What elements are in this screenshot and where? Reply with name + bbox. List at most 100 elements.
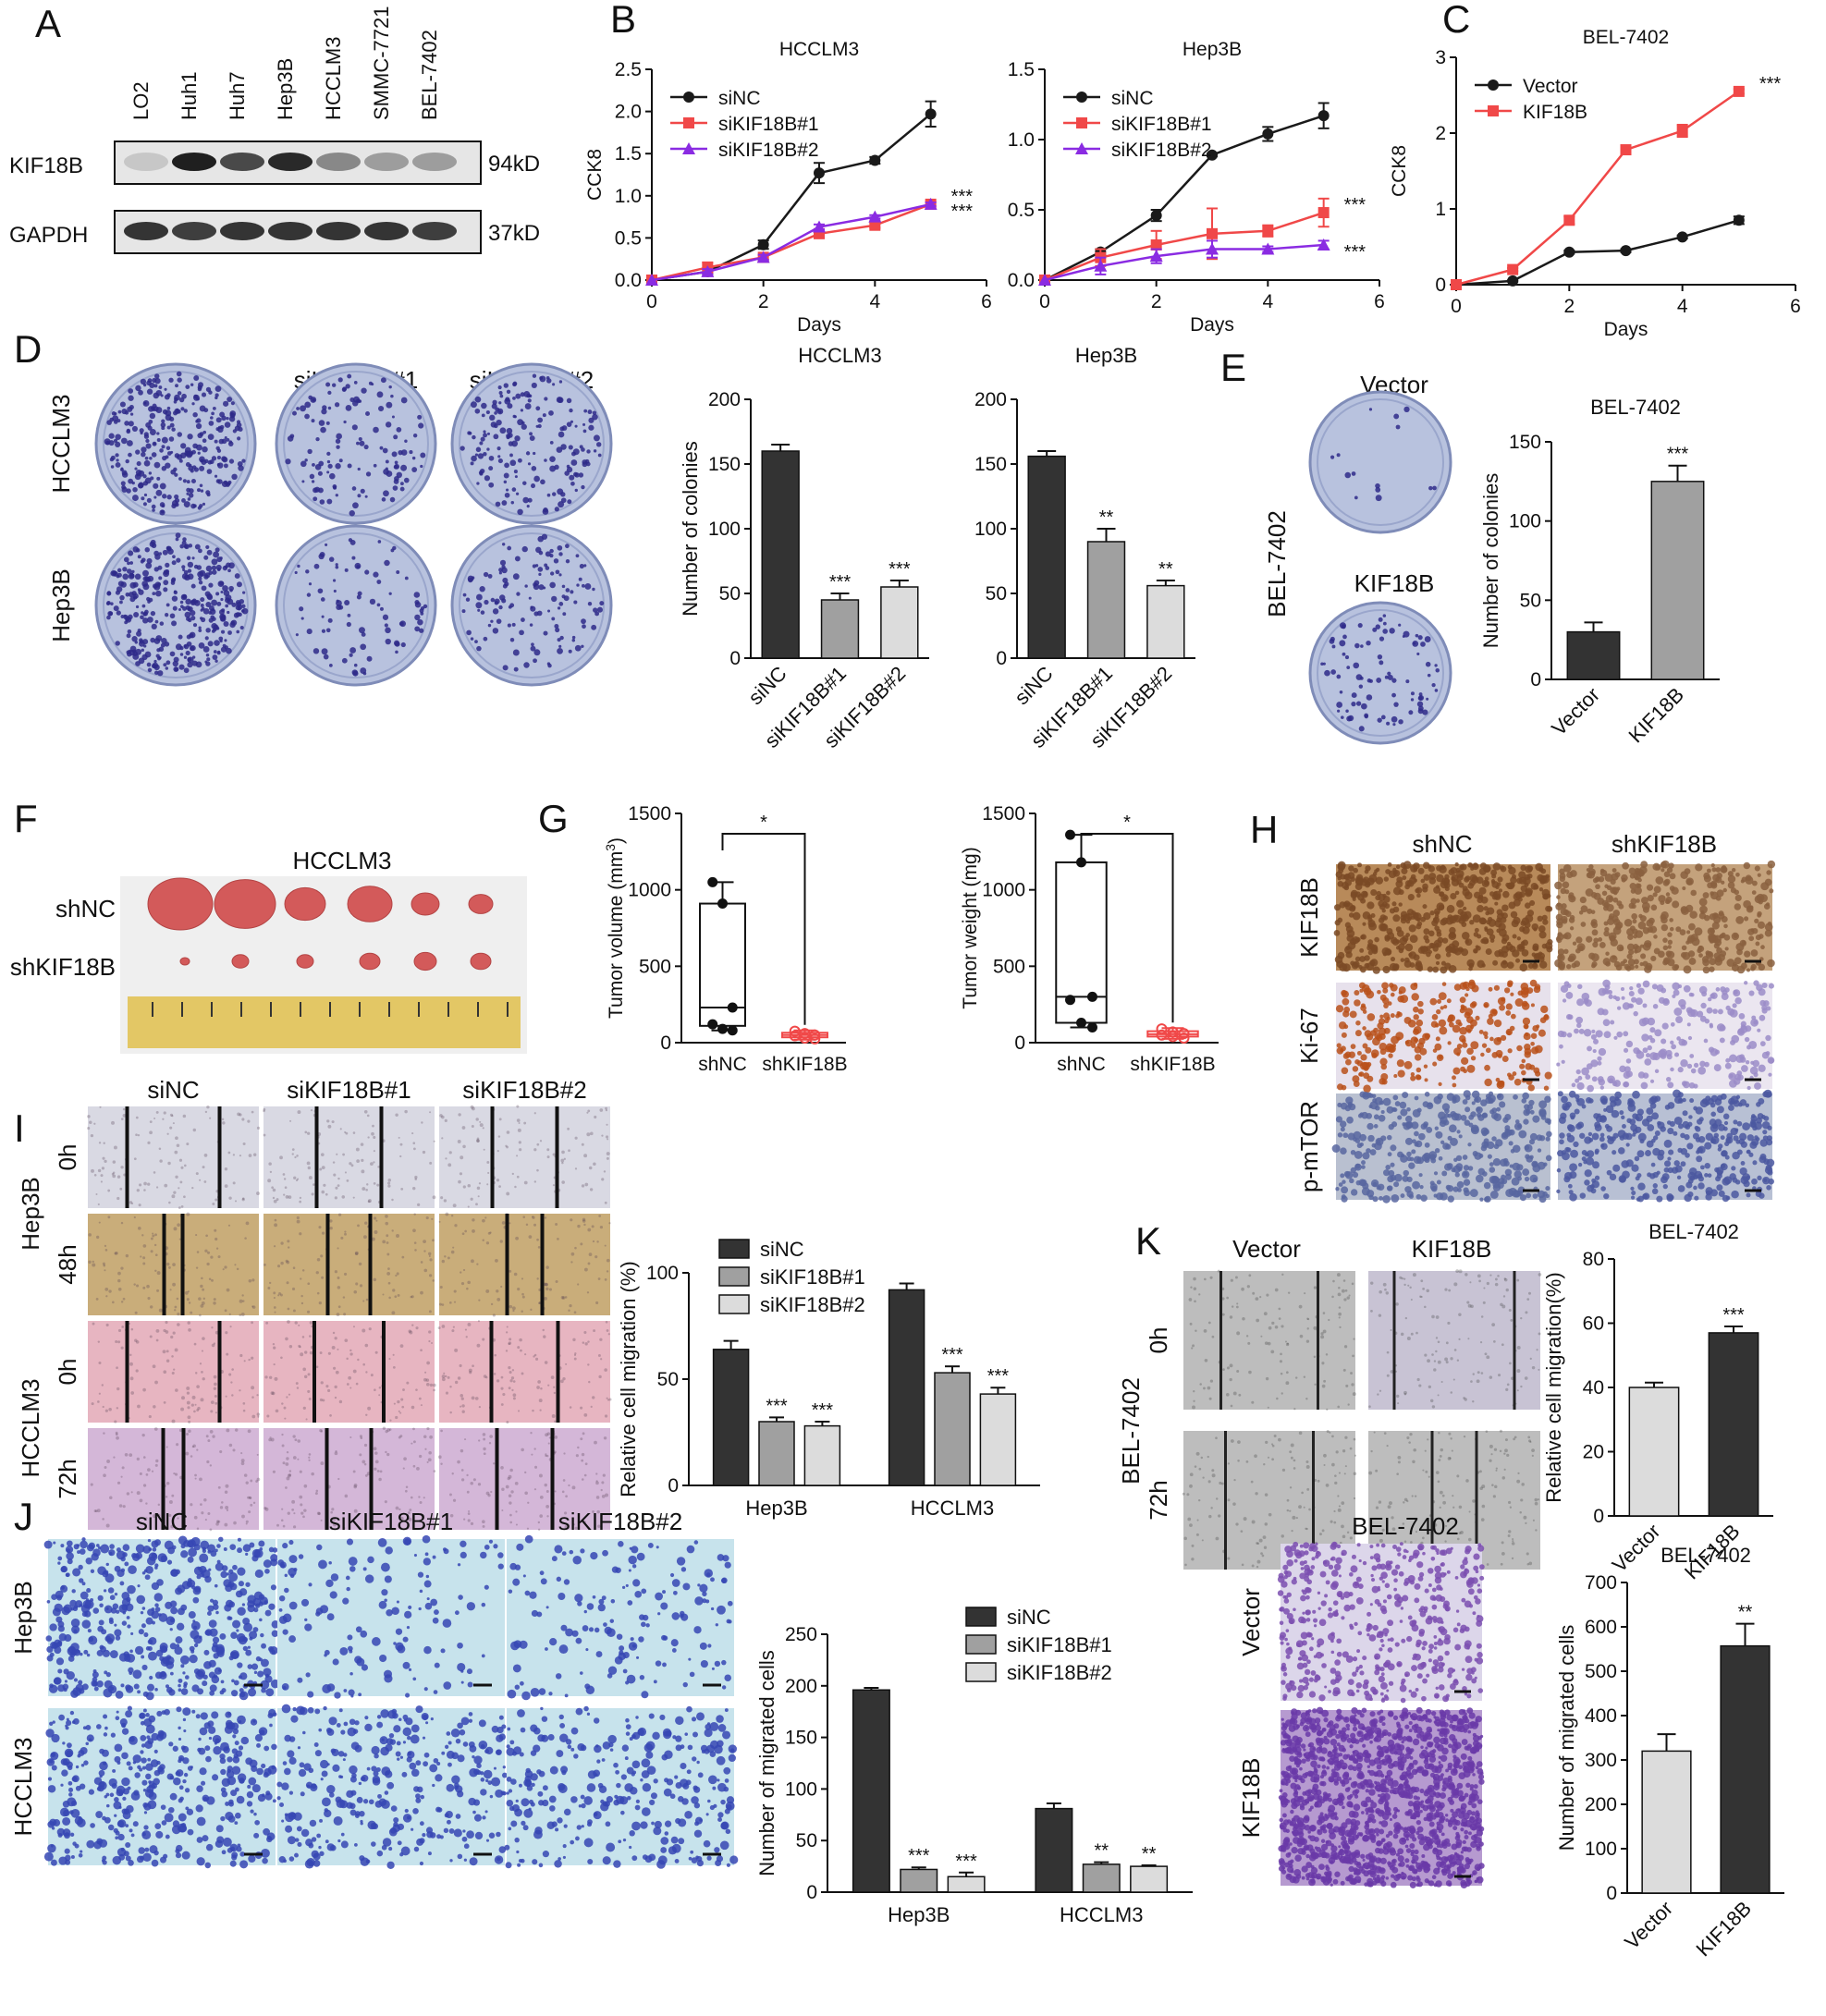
speckle xyxy=(1456,1180,1464,1189)
speckle xyxy=(356,441,360,446)
speckle xyxy=(353,1289,358,1294)
speckle xyxy=(224,1265,227,1269)
speckle xyxy=(509,1269,512,1273)
speckle xyxy=(188,1420,191,1423)
speckle xyxy=(1724,1062,1732,1069)
speckle xyxy=(1358,1072,1363,1077)
speckle xyxy=(386,401,393,409)
speckle xyxy=(244,1237,247,1240)
speckle xyxy=(239,1313,241,1316)
speckle xyxy=(390,394,394,398)
speckle xyxy=(579,445,583,449)
speckle xyxy=(1380,1135,1387,1142)
speckle xyxy=(522,496,530,504)
speckle xyxy=(128,388,134,394)
speckle xyxy=(318,1301,322,1305)
speckle xyxy=(97,1203,100,1206)
speckle xyxy=(1530,1041,1535,1046)
speckle xyxy=(1744,950,1751,958)
speckle xyxy=(582,583,585,588)
speckle xyxy=(1457,1188,1462,1192)
speckle xyxy=(1743,899,1751,909)
speckle xyxy=(219,639,223,643)
speckle xyxy=(146,380,152,386)
speckle xyxy=(149,1120,153,1124)
speckle xyxy=(177,377,182,383)
series-line-Vector xyxy=(1455,219,1740,287)
speckle xyxy=(1340,1147,1347,1155)
speckle xyxy=(1625,1142,1630,1147)
speckle xyxy=(156,432,160,435)
speckle xyxy=(1637,1071,1646,1079)
speckle xyxy=(1424,636,1431,642)
speckle xyxy=(179,653,184,656)
speckle xyxy=(292,410,297,416)
speckle xyxy=(1640,897,1648,905)
speckle xyxy=(1432,916,1440,924)
speckle xyxy=(1435,667,1440,673)
speckle xyxy=(561,1161,564,1165)
speckle xyxy=(186,1400,190,1405)
speckle xyxy=(1765,1165,1772,1171)
speckle xyxy=(582,624,586,629)
speckle xyxy=(525,1223,529,1227)
speckle xyxy=(207,434,214,440)
speckle xyxy=(604,1278,607,1281)
speckle xyxy=(541,533,548,540)
speckle xyxy=(166,1132,169,1135)
speckle xyxy=(1484,1078,1492,1087)
speckle xyxy=(414,614,421,621)
speckle xyxy=(142,576,148,581)
speckle xyxy=(1736,1070,1743,1076)
speckle xyxy=(1382,621,1387,626)
speckle xyxy=(319,1167,323,1171)
speckle xyxy=(445,1212,449,1216)
speckle xyxy=(1525,889,1533,898)
speckle xyxy=(1710,891,1719,900)
speckle xyxy=(1758,988,1766,996)
speckle xyxy=(1378,617,1383,622)
speckle xyxy=(1754,918,1759,924)
speckle xyxy=(1668,1149,1674,1155)
speckle xyxy=(1451,1112,1460,1121)
speckle xyxy=(1357,893,1365,901)
speckle xyxy=(178,634,183,640)
speckle xyxy=(440,1196,444,1200)
speckle xyxy=(360,643,367,651)
speckle xyxy=(459,1172,463,1176)
speckle xyxy=(1734,903,1742,910)
speckle xyxy=(1677,984,1682,989)
speckle xyxy=(589,1188,594,1191)
speckle xyxy=(143,1181,147,1186)
speckle xyxy=(1322,662,1326,666)
y-tick-label: 0.0 xyxy=(615,270,642,291)
speckle xyxy=(483,430,486,434)
speckle xyxy=(181,1396,185,1400)
speckle xyxy=(187,434,193,440)
speckle xyxy=(1359,956,1366,962)
speckle xyxy=(212,569,217,575)
speckle xyxy=(1606,903,1614,912)
speckle xyxy=(213,1375,217,1379)
speckle xyxy=(496,1179,500,1182)
speckle xyxy=(1436,902,1445,911)
speckle xyxy=(1637,1182,1646,1191)
speckle xyxy=(448,1151,452,1155)
speckle xyxy=(213,1301,216,1305)
speckle xyxy=(301,480,305,483)
speckle xyxy=(1598,1078,1606,1086)
data-point xyxy=(1620,144,1632,156)
speckle xyxy=(1383,1027,1391,1034)
speckle xyxy=(381,497,386,502)
speckle xyxy=(207,459,213,465)
speckle xyxy=(575,554,580,558)
speckle xyxy=(1636,898,1640,903)
significance-label: * xyxy=(760,813,767,833)
speckle xyxy=(1420,641,1426,647)
speckle xyxy=(1331,1144,1341,1153)
speckle xyxy=(557,647,563,654)
speckle xyxy=(193,564,199,569)
speckle xyxy=(396,1272,399,1276)
speckle xyxy=(1526,987,1534,995)
speckle xyxy=(1521,1058,1526,1064)
